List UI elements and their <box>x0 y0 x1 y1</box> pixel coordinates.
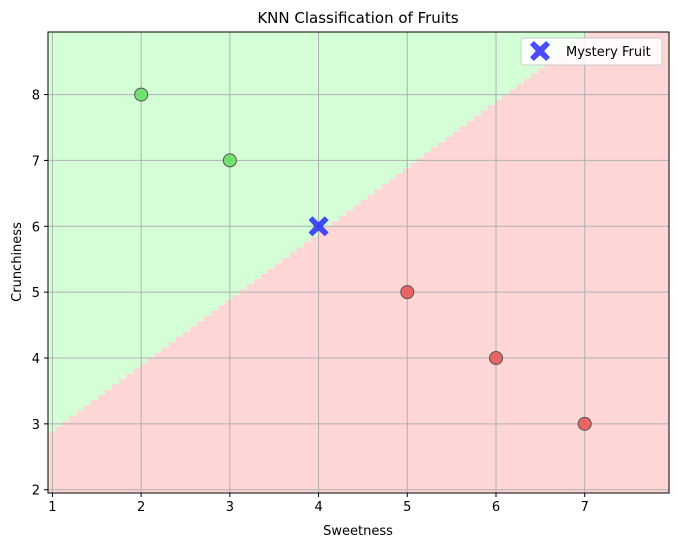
y-tick-label: 6 <box>32 220 40 235</box>
grid-lines <box>48 32 669 493</box>
decision-regions <box>48 32 669 493</box>
legend: Mystery Fruit <box>520 37 663 66</box>
y-tick-label: 5 <box>32 286 40 301</box>
green-fruit-point <box>134 87 149 102</box>
x-tick-label: 7 <box>581 500 589 515</box>
red-fruit-point <box>577 416 592 431</box>
y-tick-label: 3 <box>32 418 40 433</box>
legend-marker-x-icon <box>530 41 550 61</box>
y-axis-label: Crunchiness <box>10 222 25 302</box>
x-tick-label: 5 <box>403 500 411 515</box>
y-tick-label: 8 <box>32 89 40 104</box>
mystery-fruit-marker <box>308 216 329 237</box>
red-fruit-point <box>400 285 415 300</box>
legend-x-marker <box>530 41 550 61</box>
red-fruit-point <box>489 350 504 365</box>
x-tick-label: 4 <box>314 500 322 515</box>
x-axis-label: Sweetness <box>323 524 393 539</box>
plot-frame <box>47 31 670 494</box>
x-tick-label: 3 <box>226 500 234 515</box>
chart-title: KNN Classification of Fruits <box>257 9 459 27</box>
x-tick-label: 6 <box>492 500 500 515</box>
legend-entry-mystery-fruit: Mystery Fruit <box>566 45 651 60</box>
legend-box <box>520 37 663 66</box>
data-points <box>134 87 592 431</box>
x-tick-label: 2 <box>137 500 145 515</box>
region-green <box>48 32 669 432</box>
y-tick-label: 2 <box>32 484 40 499</box>
y-tick-label: 4 <box>32 352 40 367</box>
y-tick-label: 7 <box>32 154 40 169</box>
green-fruit-point <box>222 153 237 168</box>
x-tick-label: 1 <box>48 500 56 515</box>
